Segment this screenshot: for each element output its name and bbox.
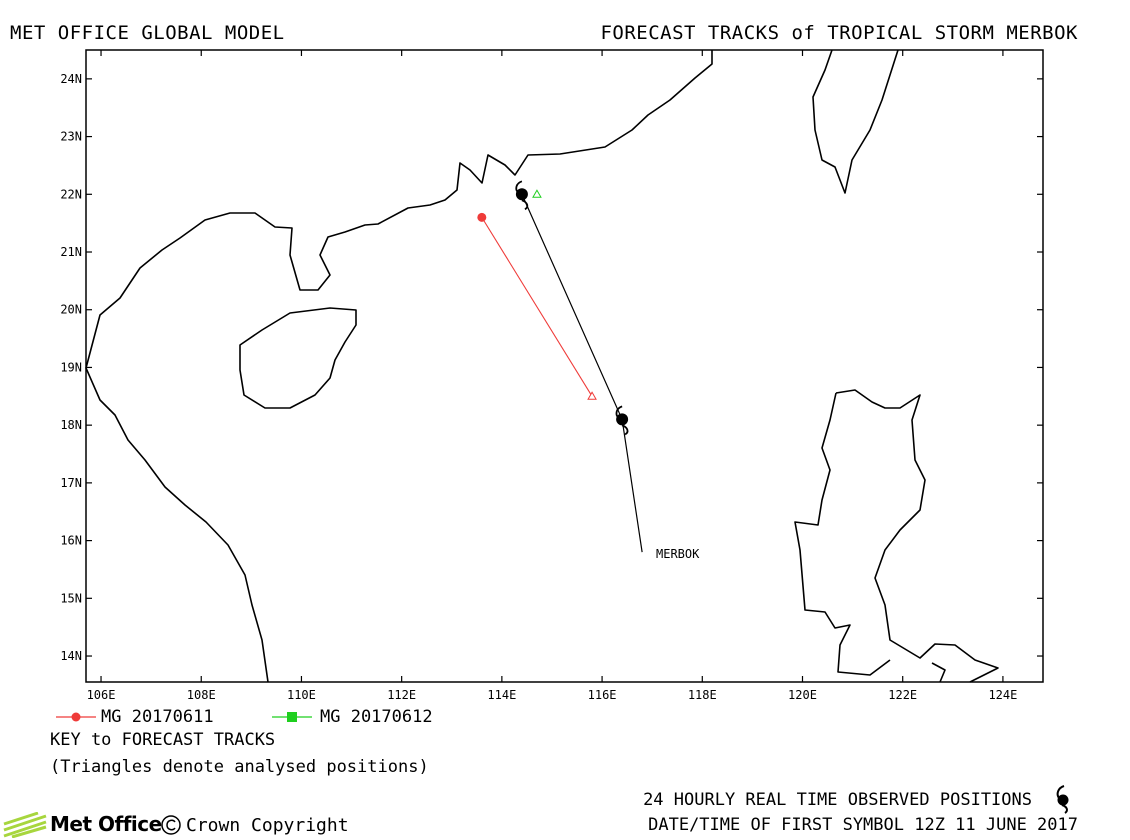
taiwan-island xyxy=(812,49,899,194)
axis-ticks: 24N 23N 22N 21N 20N 19N 18N 17N 16N 15N 14N 106E 108… xyxy=(60,50,1043,702)
observed-storm-marker xyxy=(515,180,529,211)
lon-label: 108E xyxy=(187,688,216,702)
lon-label: 114E xyxy=(487,688,516,702)
lat-label: 18N xyxy=(60,418,82,432)
forecast-start-marker xyxy=(477,212,487,222)
first-symbol-datetime: DATE/TIME OF FIRST SYMBOL 12Z 11 JUNE 20… xyxy=(648,815,1078,835)
observed-track-line xyxy=(521,194,643,553)
forecast-track-line xyxy=(481,217,593,397)
storm-symbol-icon xyxy=(1056,785,1069,814)
met-office-logo-icon xyxy=(3,812,47,838)
lon-label: 112E xyxy=(387,688,416,702)
mindoro-coast xyxy=(931,662,946,683)
legend-marker-mg20170611 xyxy=(71,712,81,722)
lon-label: 124E xyxy=(988,688,1017,702)
lat-label: 20N xyxy=(60,303,82,317)
lon-label: 116E xyxy=(588,688,617,702)
map-frame xyxy=(85,49,1044,683)
mainland-coast xyxy=(85,50,713,683)
lat-label: 15N xyxy=(60,591,82,605)
legend-key-note: (Triangles denote analysed positions) xyxy=(50,757,429,777)
header-right-title: FORECAST TRACKS of TROPICAL STORM MERBOK xyxy=(600,22,1078,44)
legend-entry-mg20170612: MG 20170612 xyxy=(320,707,433,727)
copyright-text: Crown Copyright xyxy=(186,815,349,836)
tracks xyxy=(477,180,643,553)
luzon-island xyxy=(835,389,999,683)
lon-label: 110E xyxy=(287,688,316,702)
legend-entry-mg20170611: MG 20170611 xyxy=(101,707,214,727)
header-left-title: MET OFFICE GLOBAL MODEL xyxy=(10,22,285,44)
lat-label: 17N xyxy=(60,476,82,490)
lon-label: 106E xyxy=(87,688,116,702)
storm-name-label: MERBOK xyxy=(656,547,700,561)
legend-markers xyxy=(56,712,312,722)
lat-label: 21N xyxy=(60,245,82,259)
lat-label: 23N xyxy=(60,130,82,144)
lat-label: 19N xyxy=(60,360,82,374)
lon-label: 122E xyxy=(888,688,917,702)
legend-key-title: KEY to FORECAST TRACKS xyxy=(50,730,276,750)
met-office-logo-text: Met Office xyxy=(50,812,162,836)
legend-marker-mg20170612 xyxy=(287,712,297,722)
lat-label: 14N xyxy=(60,649,82,663)
analysed-position-triangle xyxy=(532,189,542,198)
hainan-island xyxy=(239,307,357,409)
analysed-position-triangle xyxy=(587,391,597,400)
lon-label: 120E xyxy=(788,688,817,702)
lat-label: 16N xyxy=(60,534,82,548)
observed-positions-note: 24 HOURLY REAL TIME OBSERVED POSITIONS xyxy=(643,790,1032,810)
coastlines xyxy=(85,49,999,683)
lon-label: 118E xyxy=(688,688,717,702)
luzon-west-coast xyxy=(794,392,891,676)
copyright-icon xyxy=(161,815,181,835)
lat-label: 22N xyxy=(60,187,82,201)
lat-label: 24N xyxy=(60,72,82,86)
observed-storm-marker xyxy=(615,405,629,436)
